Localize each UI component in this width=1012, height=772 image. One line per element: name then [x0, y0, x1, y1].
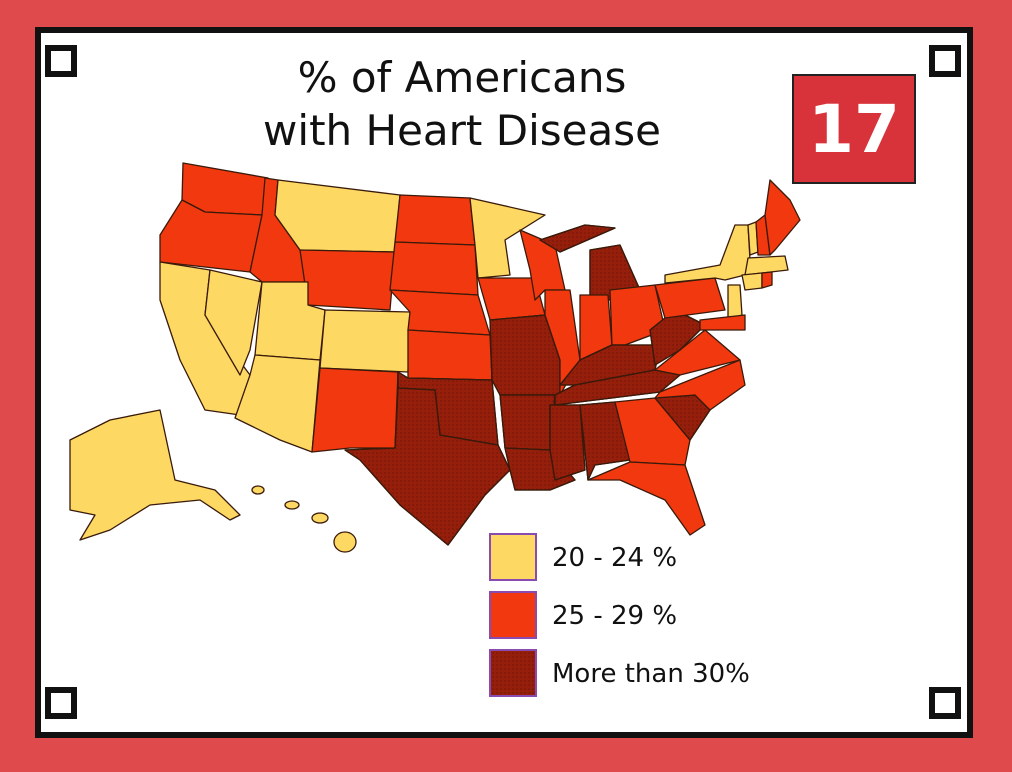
legend-swatch-texture	[490, 650, 536, 696]
legend-label: 20 - 24 %	[552, 543, 677, 573]
state	[311, 512, 329, 524]
state	[469, 197, 546, 279]
state	[389, 241, 479, 296]
state	[284, 500, 300, 510]
state	[699, 314, 746, 331]
state-texture	[499, 394, 556, 451]
state	[311, 367, 399, 453]
state	[407, 329, 493, 381]
state	[764, 179, 801, 256]
state	[319, 309, 411, 373]
state	[234, 354, 321, 453]
state	[394, 194, 476, 246]
state	[744, 255, 789, 276]
state	[761, 271, 773, 289]
state	[251, 485, 265, 495]
state	[614, 397, 691, 466]
state	[654, 329, 741, 376]
legend-swatch	[489, 533, 537, 581]
state-texture	[579, 401, 631, 481]
state	[654, 277, 726, 319]
state	[741, 272, 763, 291]
legend-label: 25 - 29 %	[552, 601, 677, 631]
corner-squares	[45, 45, 961, 719]
legend: 20 - 24 % 25 - 29 % More than 30%	[489, 533, 750, 697]
legend-label: More than 30%	[552, 659, 750, 689]
state	[299, 249, 396, 311]
state-texture	[539, 224, 616, 253]
state	[587, 461, 706, 536]
legend-swatch	[489, 591, 537, 639]
number-box	[792, 74, 916, 184]
us-map	[69, 162, 801, 553]
title-line: with Heart Disease	[263, 106, 661, 155]
state	[727, 284, 743, 321]
state	[69, 409, 241, 541]
card-number: 17	[808, 91, 900, 168]
state-texture	[344, 387, 511, 546]
state-texture	[549, 404, 586, 481]
state	[333, 531, 357, 553]
state	[204, 269, 263, 376]
title-line: % of Americans	[298, 53, 627, 102]
